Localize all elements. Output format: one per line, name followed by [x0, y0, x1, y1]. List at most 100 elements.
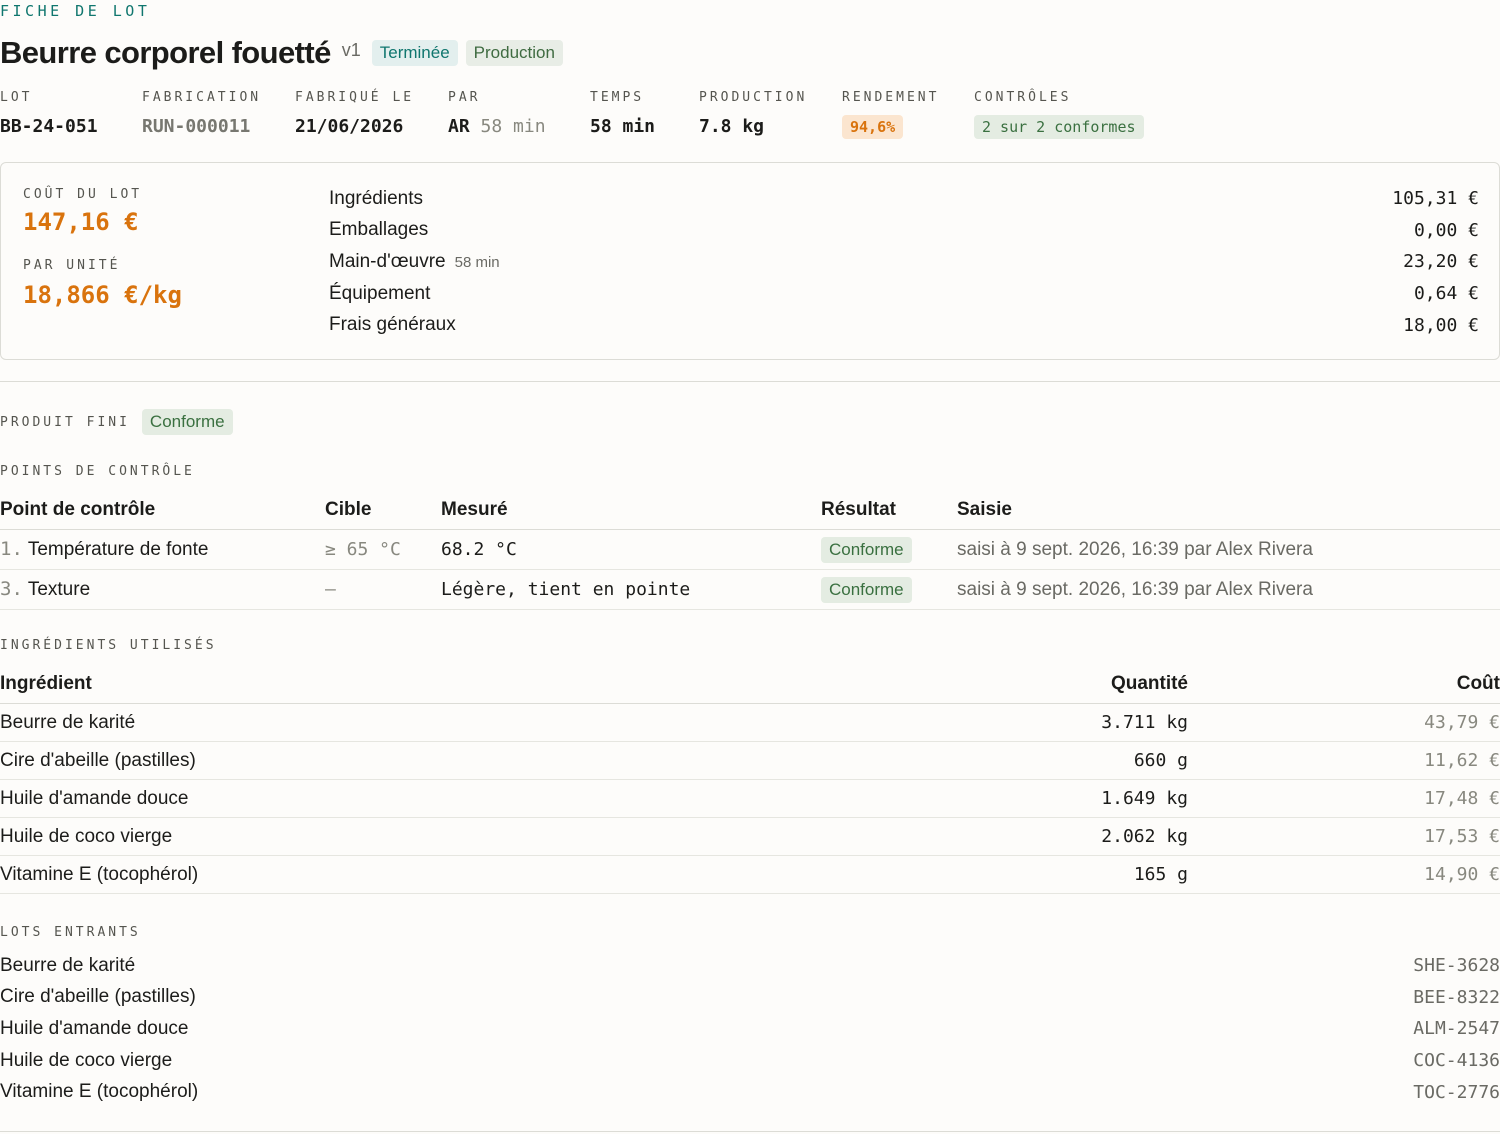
cost-line: Main-d'œuvre 58 min 23,20 € [329, 246, 1479, 278]
ingredients-section-label: INGRÉDIENTS UTILISÉS [0, 638, 217, 653]
input-lot-code[interactable]: ALM-2547 [1413, 1018, 1500, 1040]
control-name: Texture [27, 579, 91, 600]
list-item: Huile d'amande douce ALM-2547 [0, 1013, 1500, 1045]
meta-controls-value: 2 sur 2 conformes [974, 115, 1144, 139]
input-lot-name: Vitamine E (tocophérol) [0, 1081, 199, 1103]
control-entry: saisi à 9 sept. 2026, 16:39 par Alex Riv… [957, 578, 1313, 600]
cost-line: Emballages 0,00 € [329, 215, 1479, 247]
input-lot-name: Huile de coco vierge [0, 1049, 173, 1071]
ingredient-cost: 11,62 € [1424, 750, 1500, 771]
ingredient-cost: 17,48 € [1424, 788, 1500, 809]
section-divider [0, 381, 1500, 382]
unit-cost-label: PAR UNITÉ [23, 258, 121, 273]
list-item: Cire d'abeille (pastilles) BEE-8322 [0, 982, 1500, 1014]
ingredient-cost: 43,79 € [1424, 712, 1500, 733]
control-target: — [325, 579, 336, 600]
input-lot-name: Huile d'amande douce [0, 1017, 189, 1039]
control-point: 3. Texture [0, 578, 325, 601]
control-measured: 68.2 °C [441, 539, 517, 560]
ingredient-qty: 165 g [1133, 864, 1188, 885]
operator-duration: 58 min [480, 116, 546, 137]
cost-line-label: Main-d'œuvre [329, 250, 446, 272]
input-lot-code[interactable]: COC-4136 [1413, 1050, 1500, 1072]
page-title: Beurre corporel fouetté [0, 35, 331, 70]
control-name: Température de fonte [27, 539, 209, 560]
meta-date: FABRIQUÉ LE 21/06/2026 [295, 90, 414, 137]
meta-yield: RENDEMENT 94,6% [842, 90, 940, 139]
meta-operator-label: PAR [448, 90, 481, 105]
meta-fabrication-link[interactable]: RUN-000011 [142, 116, 251, 137]
table-row: 1. Température de fonte ≥ 65 °C 68.2 °C … [0, 530, 1500, 570]
meta-fabrication: FABRICATION RUN-000011 [142, 90, 261, 137]
input-lots-list: Beurre de karité SHE-3628 Cire d'abeille… [0, 950, 1500, 1108]
control-measured: Légère, tient en pointe [441, 579, 691, 600]
input-lot-code[interactable]: SHE-3628 [1413, 955, 1500, 977]
header-measured: Mesuré [441, 499, 508, 520]
title-row: Beurre corporel fouetté v1 Terminée Prod… [0, 30, 563, 76]
operator-initials: AR [448, 116, 470, 137]
list-item: Beurre de karité SHE-3628 [0, 950, 1500, 982]
meta-controls: CONTRÔLES 2 sur 2 conformes [974, 90, 1144, 139]
version-label: v1 [341, 39, 361, 60]
table-row: Vitamine E (tocophérol) 165 g 14,90 € [0, 856, 1500, 894]
ingredient-name: Vitamine E (tocophérol) [0, 863, 199, 885]
ingredient-qty: 3.711 kg [1101, 712, 1188, 733]
table-row: 3. Texture — Légère, tient en pointe Con… [0, 570, 1500, 610]
meta-production-value: 7.8 kg [699, 116, 765, 137]
ingredient-name: Cire d'abeille (pastilles) [0, 749, 196, 771]
ingredient-cost: 14,90 € [1424, 864, 1500, 885]
lot-cost-label: COÛT DU LOT [23, 187, 143, 202]
cost-line: Équipement 0,64 € [329, 278, 1479, 310]
cost-line-label: Équipement [329, 282, 431, 304]
ingredient-qty: 660 g [1133, 750, 1188, 771]
ingredient-qty: 1.649 kg [1101, 788, 1188, 809]
ingredient-name: Huile de coco vierge [0, 825, 173, 847]
header-target: Cible [325, 499, 372, 520]
controls-table-header: Point de contrôle Cible Mesuré Résultat … [0, 491, 1500, 530]
cost-line-label: Ingrédients [329, 187, 424, 209]
input-lot-name: Cire d'abeille (pastilles) [0, 986, 196, 1008]
cost-summary: COÛT DU LOT 147,16 € PAR UNITÉ 18,866 €/… [23, 187, 182, 309]
meta-fabrication-label: FABRICATION [142, 90, 262, 105]
header-entry: Saisie [957, 499, 1012, 520]
meta-production-label: PRODUCTION [699, 90, 808, 105]
cost-line-amount: 105,31 € [1392, 188, 1479, 210]
lot-cost-value: 147,16 € [23, 208, 139, 236]
meta-yield-value: 94,6% [842, 115, 939, 139]
result-badge: Conforme [821, 536, 912, 563]
control-point: 1. Température de fonte [0, 538, 325, 561]
cost-line-sub: 58 min [454, 253, 500, 271]
control-target: ≥ 65 °C [325, 539, 401, 560]
page-eyebrow: FICHE DE LOT [0, 2, 151, 20]
input-lot-code[interactable]: TOC-2776 [1413, 1081, 1500, 1103]
header-ingredient: Ingrédient [0, 673, 92, 694]
type-badge: Production [465, 40, 563, 66]
control-number: 1. [0, 538, 23, 560]
input-lots-section-label: LOTS ENTRANTS [0, 925, 141, 940]
meta-time-value: 58 min [590, 116, 656, 137]
meta-operator: PAR AR 58 min [448, 90, 546, 137]
control-number: 3. [0, 578, 23, 600]
table-row: Huile de coco vierge 2.062 kg 17,53 € [0, 818, 1500, 856]
controls-badge: 2 sur 2 conformes [974, 115, 1144, 139]
table-row: Huile d'amande douce 1.649 kg 17,48 € [0, 780, 1500, 818]
controls-table: Point de contrôle Cible Mesuré Résultat … [0, 491, 1500, 610]
table-row: Beurre de karité 3.711 kg 43,79 € [0, 704, 1500, 742]
input-lot-name: Beurre de karité [0, 954, 136, 976]
header-cost: Coût [1456, 673, 1500, 694]
cost-line-amount: 23,20 € [1403, 251, 1479, 273]
list-item: Vitamine E (tocophérol) TOC-2776 [0, 1076, 1500, 1108]
yield-badge: 94,6% [842, 115, 904, 139]
header-quantity: Quantité [1110, 673, 1188, 694]
status-badge: Terminée [371, 40, 458, 66]
control-result: Conforme [821, 576, 957, 603]
ingredients-table: Ingrédient Quantité Coût Beurre de karit… [0, 665, 1500, 894]
meta-yield-label: RENDEMENT [842, 90, 940, 105]
ingredient-cost: 17,53 € [1424, 826, 1500, 847]
batch-meta: LOT BB-24-051 FABRICATION RUN-000011 FAB… [0, 90, 1500, 140]
ingredient-qty: 2.062 kg [1101, 826, 1188, 847]
cost-line-amount: 18,00 € [1403, 314, 1479, 336]
ingredients-table-header: Ingrédient Quantité Coût [0, 665, 1500, 704]
finished-product-section: PRODUIT FINI Conforme [0, 409, 233, 435]
input-lot-code[interactable]: BEE-8322 [1413, 986, 1500, 1008]
